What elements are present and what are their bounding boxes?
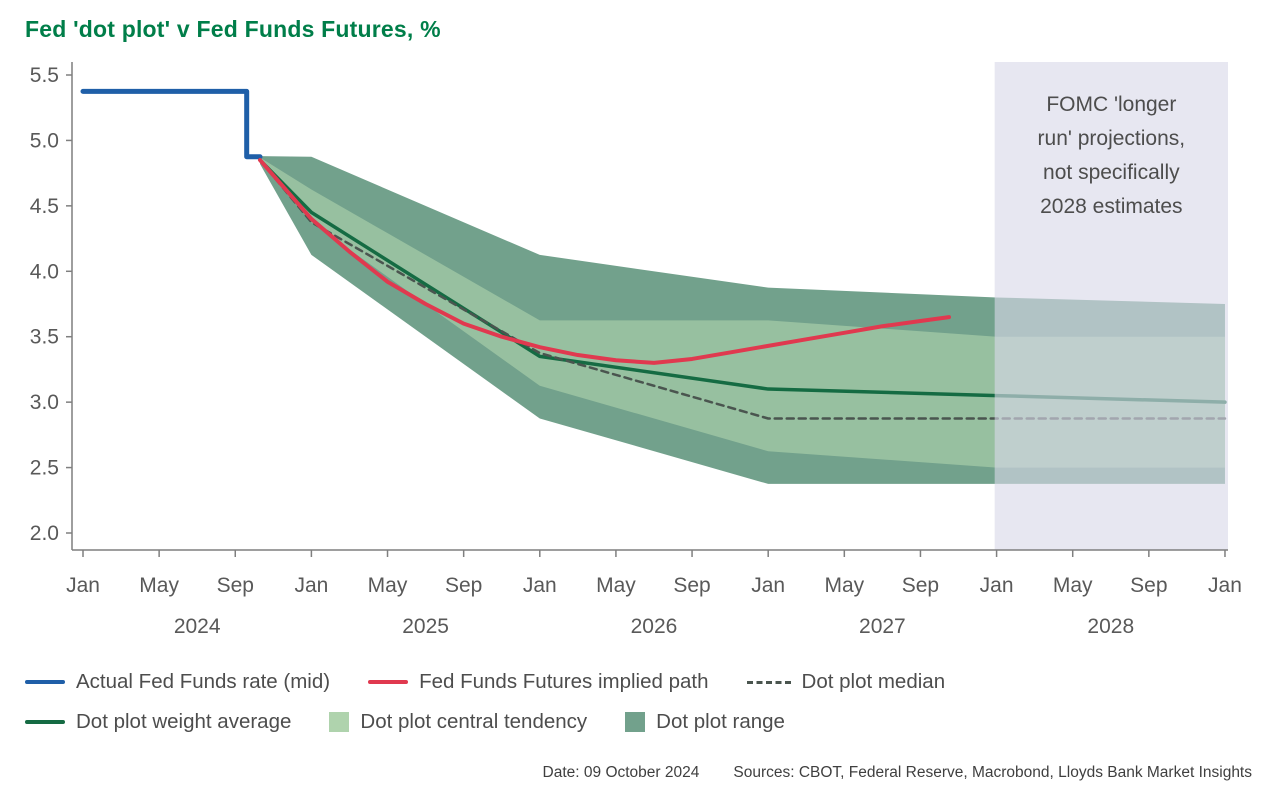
x-tick-label: Sep	[445, 574, 482, 597]
legend-swatch-dot-plot-central-tendency	[329, 712, 350, 732]
x-tick-label: Sep	[902, 574, 939, 597]
year-label: 2025	[402, 615, 449, 638]
x-tick-label: Jan	[294, 574, 328, 597]
x-tick-label: Sep	[217, 574, 254, 597]
year-label: 2024	[174, 615, 221, 638]
year-label: 2028	[1087, 615, 1134, 638]
x-tick-label: Jan	[66, 574, 100, 597]
legend-item-actual-fed-funds-rate: Actual Fed Funds rate (mid)	[25, 670, 330, 694]
x-tick-label: Jan	[523, 574, 557, 597]
y-tick-label: 3.5	[30, 326, 59, 349]
x-tick-label: Jan	[751, 574, 785, 597]
fomc-annotation-line: 2028 estimates	[1040, 195, 1182, 218]
legend-row-2: Dot plot weight average Dot plot central…	[25, 710, 785, 734]
legend-swatch-actual-fed-funds-rate	[25, 680, 65, 684]
x-tick-label: Sep	[673, 574, 710, 597]
x-tick-label: May	[139, 574, 179, 597]
y-tick-label: 2.5	[30, 457, 59, 480]
fomc-annotation-line: run' projections,	[1038, 127, 1186, 150]
legend-swatch-dot-plot-weight-average	[25, 720, 65, 724]
x-tick-label: May	[368, 574, 408, 597]
y-tick-label: 2.0	[30, 522, 59, 545]
legend-swatch-dot-plot-median	[746, 680, 791, 684]
footer-sources: Sources: CBOT, Federal Reserve, Macrobon…	[733, 764, 1252, 781]
legend-item-dot-plot-central-tendency: Dot plot central tendency	[329, 710, 587, 734]
year-label: 2027	[859, 615, 906, 638]
legend-swatch-dot-plot-range	[625, 712, 646, 732]
y-tick-label: 5.0	[30, 129, 59, 152]
fomc-longer-run-region	[994, 62, 1228, 550]
x-tick-label: May	[1053, 574, 1093, 597]
legend-item-dot-plot-range: Dot plot range	[625, 710, 785, 734]
chart-title: Fed 'dot plot' v Fed Funds Futures, %	[25, 16, 441, 42]
legend-label-dot-plot-median: Dot plot median	[801, 670, 946, 693]
legend-label-dot-plot-central-tendency: Dot plot central tendency	[360, 710, 588, 733]
footer-date: Date: 09 October 2024	[542, 764, 700, 781]
x-tick-label: May	[596, 574, 636, 597]
x-tick-label: Jan	[1208, 574, 1242, 597]
y-tick-label: 3.0	[30, 391, 59, 414]
legend-label-dot-plot-range: Dot plot range	[656, 710, 785, 733]
footer: Date: 09 October 2024 Sources: CBOT, Fed…	[543, 764, 1252, 782]
y-tick-label: 4.5	[30, 195, 59, 218]
legend-row-1: Actual Fed Funds rate (mid) Fed Funds Fu…	[25, 670, 945, 694]
year-label: 2026	[631, 615, 678, 638]
fomc-annotation-line: FOMC 'longer	[1046, 93, 1176, 116]
fed-dot-plot-chart: FOMC 'longer run' projections, not specifi…	[30, 62, 1242, 638]
legend-label-actual-fed-funds-rate: Actual Fed Funds rate (mid)	[76, 670, 331, 693]
y-tick-label: 5.5	[30, 64, 59, 87]
band-dot-plot-central-tendency	[260, 157, 1225, 468]
fomc-annotation-line: not specifically	[1043, 161, 1180, 184]
legend-swatch-fed-funds-futures	[368, 680, 409, 684]
x-tick-label: May	[824, 574, 864, 597]
series-actual-fed-funds-rate-mid	[80, 88, 263, 160]
legend-label-dot-plot-weight-average: Dot plot weight average	[76, 710, 292, 733]
x-tick-label: Sep	[1130, 574, 1167, 597]
legend-item-dot-plot-weight-average: Dot plot weight average	[25, 710, 291, 734]
legend-item-dot-plot-median: Dot plot median	[746, 670, 946, 694]
legend-item-fed-funds-futures: Fed Funds Futures implied path	[368, 670, 709, 694]
series-fed-funds-futures-implied-path	[258, 158, 952, 365]
legend-label-fed-funds-futures: Fed Funds Futures implied path	[419, 670, 709, 693]
y-tick-label: 4.0	[30, 260, 59, 283]
x-tick-label: Jan	[980, 574, 1014, 597]
